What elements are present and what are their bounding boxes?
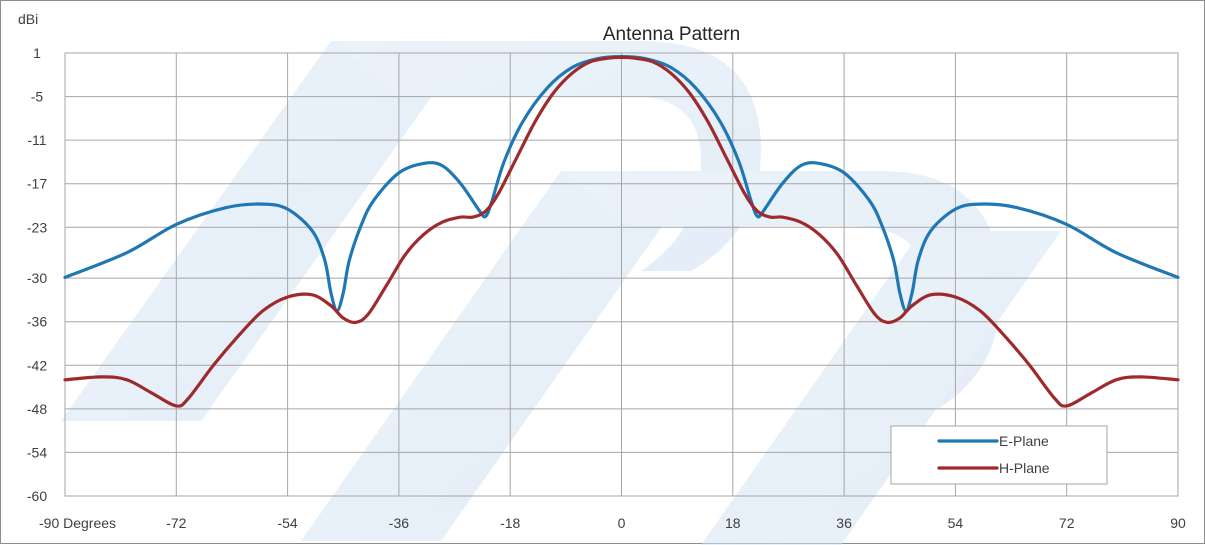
legend: E-Plane H-Plane [890, 425, 1108, 485]
y-tick-label: -5 [31, 89, 44, 105]
y-tick-label: -36 [27, 314, 47, 330]
x-tick-label: 36 [836, 515, 852, 531]
y-tick-label: -30 [27, 270, 47, 286]
x-tick-label: 18 [725, 515, 741, 531]
legend-label-h-plane: H-Plane [999, 460, 1050, 476]
y-tick-label: -11 [27, 132, 46, 148]
y-tick-label: -48 [27, 401, 47, 417]
series-group [63, 55, 1180, 408]
axis-labels: 1 -5 -11 -17 -23 -30 -36 -42 -48 -54 -60 -90 Degree… [27, 45, 1186, 531]
legend-label-e-plane: E-Plane [999, 433, 1049, 449]
y-axis-unit-label: dBi [18, 11, 38, 27]
x-tick-label: 0 [618, 515, 626, 531]
grid [64, 52, 1179, 497]
x-tick-label: -72 [166, 515, 186, 531]
x-tick-label: -36 [389, 515, 409, 531]
plot-area [64, 52, 1179, 497]
y-tick-label: -60 [27, 488, 47, 504]
y-tick-label: -54 [27, 444, 47, 460]
y-tick-label: -42 [27, 357, 47, 373]
y-tick-label: 1 [33, 45, 41, 61]
series-line-h-plane [63, 55, 1180, 408]
x-tick-label: -18 [500, 515, 520, 531]
legend-box [890, 425, 1108, 485]
x-tick-label: 72 [1059, 515, 1075, 531]
x-tick-label: 54 [948, 515, 964, 531]
x-tick-label: 90 [1170, 515, 1186, 531]
x-tick-label: -54 [277, 515, 297, 531]
y-tick-label: -23 [27, 219, 47, 235]
y-tick-label: -17 [27, 176, 47, 192]
x-tick-label: -90 Degrees [39, 515, 116, 531]
chart-title: Antenna Pattern [603, 24, 740, 45]
